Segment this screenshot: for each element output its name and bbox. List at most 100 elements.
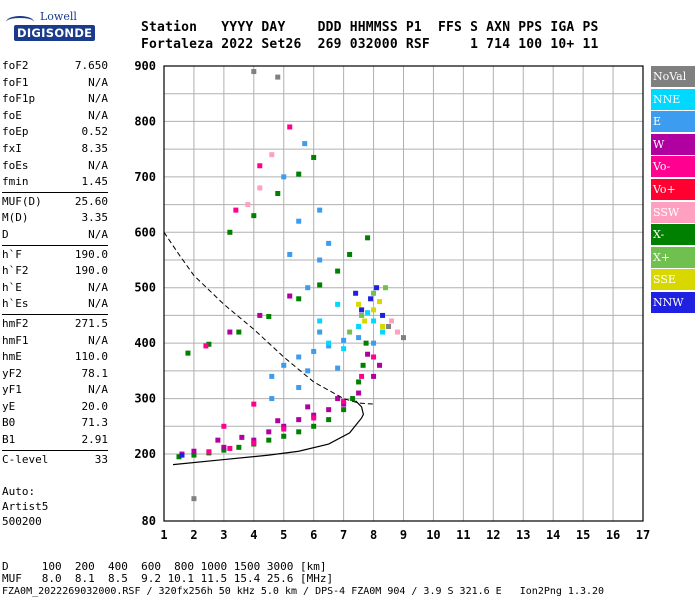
- data-point-nne: [371, 318, 377, 324]
- param-row-fxi: fxI 8.35: [2, 141, 108, 158]
- legend: NoVal NNE E W Vo- Vo+ SSW X- X+ SSE NNW: [651, 66, 695, 315]
- data-point-ssw: [257, 185, 263, 191]
- param-value: 7.650: [74, 59, 108, 72]
- param-name: yF2: [2, 366, 22, 380]
- data-point-sse: [371, 307, 377, 313]
- auto-version: 500200: [2, 515, 42, 528]
- data-point-vo-: [203, 343, 209, 349]
- y-tick-label: 700: [134, 170, 156, 184]
- data-point-x-: [296, 171, 302, 177]
- param-name: D: [2, 227, 9, 241]
- data-point-w: [251, 437, 257, 443]
- y-tick-label: 500: [134, 281, 156, 295]
- param-row-foe: foE N/A: [2, 108, 108, 125]
- data-point-nnw: [368, 296, 374, 302]
- param-value: 0.52: [81, 125, 109, 139]
- data-point-e: [296, 354, 302, 360]
- data-point-vo-: [311, 415, 317, 421]
- param-name: hmF2: [2, 316, 29, 330]
- x-tick-label: 6: [310, 528, 317, 542]
- data-point-w: [227, 329, 233, 335]
- param-name: hmE: [2, 350, 22, 364]
- param-value: N/A: [88, 297, 108, 311]
- data-point-x-: [206, 341, 212, 347]
- param-value: 20.0: [81, 399, 109, 413]
- footer-file-info: FZA0M_2022269032000.RSF / 320fx256h 50 k…: [2, 586, 605, 597]
- param-value: 190.0: [74, 247, 108, 261]
- plot-frame: [163, 65, 644, 522]
- header-values: Fortaleza 2022 Set26 269 032000 RSF 1 71…: [141, 37, 607, 52]
- param-value: 3.35: [81, 211, 109, 225]
- data-point-x-: [363, 340, 369, 346]
- data-point-nne: [380, 329, 386, 335]
- data-point-nnw: [359, 307, 365, 313]
- data-point-w: [266, 429, 272, 435]
- data-point-x-: [266, 314, 272, 320]
- param-row-b1: B1 2.91: [2, 432, 108, 449]
- param-row-hmf2: hmF2 271.5: [2, 316, 108, 333]
- param-name: foF1: [2, 75, 29, 89]
- data-point-sse: [356, 301, 362, 307]
- param-row-clevel: C-level 33: [2, 452, 108, 469]
- param-name: C-level: [2, 452, 49, 466]
- data-point-w: [341, 401, 347, 407]
- data-point-x-: [251, 213, 257, 219]
- legend-item-vo-: Vo+: [651, 178, 695, 200]
- param-value: 2.91: [81, 433, 109, 447]
- data-point-vo-: [251, 440, 257, 446]
- muf-curve: [163, 232, 374, 405]
- param-name: B1: [2, 433, 16, 447]
- y-tick-label: 80: [142, 514, 156, 528]
- param-value: 78.1: [81, 366, 109, 380]
- data-point-x-: [365, 235, 371, 241]
- param-name: fxI: [2, 141, 22, 155]
- parameters-panel: foF2 7.650 foF1 N/A foF1p N/A foE N/A foEp 0.52 fx…: [2, 58, 108, 468]
- data-point-vo-: [287, 124, 293, 130]
- param-value: 33: [94, 452, 108, 466]
- data-point-nnw: [374, 285, 380, 291]
- param-name: h`F: [2, 247, 22, 261]
- param-value: 190.0: [74, 264, 108, 278]
- data-point-w: [239, 434, 245, 440]
- data-point-e: [269, 373, 275, 379]
- param-row-hes: h`Es N/A: [2, 296, 108, 313]
- param-value: N/A: [88, 280, 108, 294]
- data-point-nne: [317, 318, 323, 324]
- param-row-mufd: MUF(D) 25.60: [2, 194, 108, 211]
- param-row-fof2: foF2 7.650: [2, 58, 108, 75]
- x-tick-label: 9: [400, 528, 407, 542]
- data-point-x-: [266, 437, 272, 443]
- legend-item-sse: SSE: [651, 269, 695, 291]
- param-row-hmf1: hmF1 N/A: [2, 333, 108, 350]
- x-tick-label: 12: [486, 528, 500, 542]
- data-point-w: [371, 373, 377, 379]
- data-point-x-: [359, 312, 365, 318]
- data-point-e: [287, 251, 293, 257]
- data-point-x-: [221, 447, 227, 453]
- data-point-vo-: [251, 401, 257, 407]
- y-tick-label: 300: [134, 392, 156, 406]
- data-point-w: [326, 407, 332, 413]
- param-name: h`F2: [2, 264, 29, 278]
- data-point-noval: [191, 496, 197, 502]
- data-point-ssw: [245, 202, 251, 208]
- legend-item-e: E: [651, 111, 695, 133]
- data-point-vo-: [281, 426, 287, 432]
- param-name: MUF(D): [2, 194, 42, 208]
- data-point-e: [356, 335, 362, 341]
- x-tick-label: 1: [160, 528, 167, 542]
- x-tick-label: 2: [190, 528, 197, 542]
- data-point-w: [296, 417, 302, 423]
- y-tick-label: 800: [134, 114, 156, 128]
- data-point-w: [335, 396, 341, 402]
- legend-item-w: W: [651, 133, 695, 155]
- data-point-w: [215, 437, 221, 443]
- data-point-e: [281, 174, 287, 180]
- param-value: 71.3: [81, 416, 109, 430]
- data-point-x-: [281, 433, 287, 439]
- digisonde-logo: Lowell DIGISONDE: [4, 8, 96, 48]
- param-row-foep: foEp 0.52: [2, 124, 108, 141]
- data-point-w: [191, 448, 197, 454]
- param-name: foF2: [2, 59, 29, 72]
